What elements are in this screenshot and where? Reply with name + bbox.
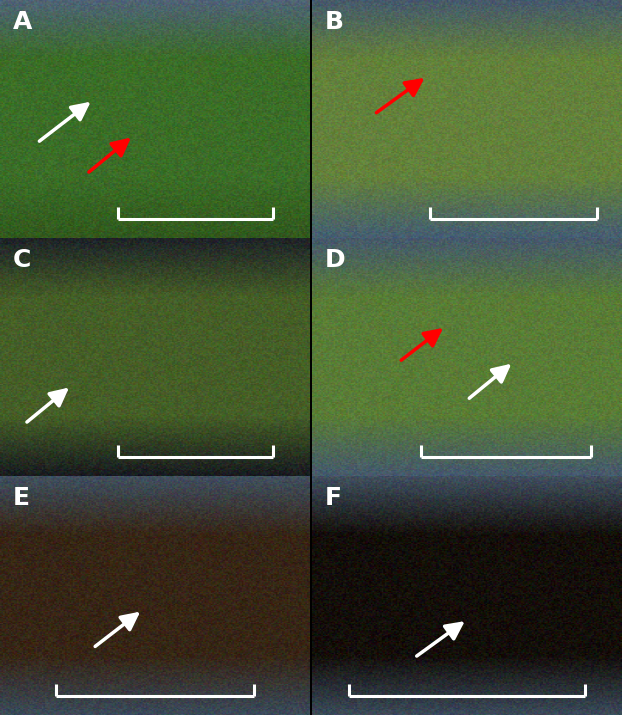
Text: D: D xyxy=(325,247,345,272)
Text: F: F xyxy=(325,485,341,510)
Text: B: B xyxy=(325,9,343,34)
Text: E: E xyxy=(12,485,29,510)
Text: C: C xyxy=(12,247,30,272)
Text: A: A xyxy=(12,9,32,34)
